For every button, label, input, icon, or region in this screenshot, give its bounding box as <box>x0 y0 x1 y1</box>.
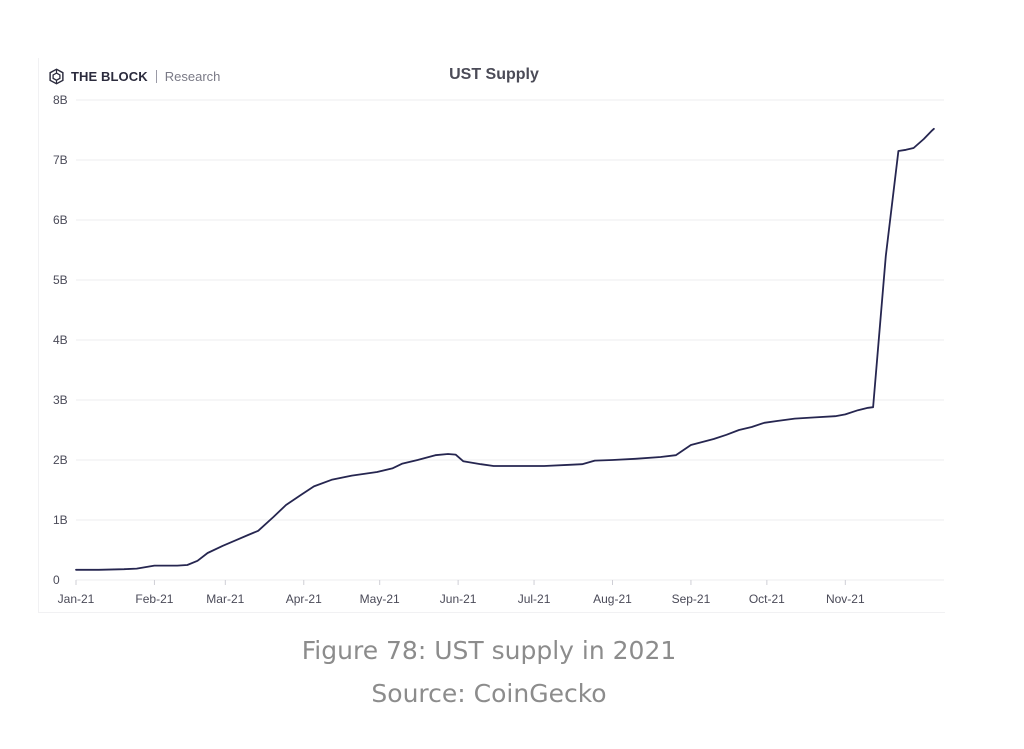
brand-subtitle: Research <box>164 69 221 84</box>
brand-divider <box>155 70 157 83</box>
x-tick-label: Jan-21 <box>58 592 95 606</box>
chart-panel: 0 1B 2B 3B 4B 5B 6B 7B 8B Jan-21 Feb-21 Mar-21 Apr-2… <box>38 58 945 613</box>
y-tick-label: 0 <box>53 573 60 587</box>
x-tick-label: May-21 <box>360 592 400 606</box>
y-tick-label: 4B <box>53 333 68 347</box>
x-tick-label: Jun-21 <box>440 592 477 606</box>
y-tick-label: 8B <box>53 93 68 107</box>
x-tick-label: Oct-21 <box>749 592 785 606</box>
x-tick-label: Jul-21 <box>518 592 551 606</box>
line-chart: 0 1B 2B 3B 4B 5B 6B 7B 8B Jan-21 Feb-21 Mar-21 Apr-2… <box>53 93 944 606</box>
x-tick-label: Nov-21 <box>826 592 865 606</box>
chart-title: UST Supply <box>449 66 539 83</box>
brand-name: THE BLOCK <box>71 69 148 84</box>
the-block-logo-icon <box>48 68 65 85</box>
x-tick-label: Mar-21 <box>206 592 244 606</box>
y-tick-label: 1B <box>53 513 68 527</box>
x-tick-label: Sep-21 <box>672 592 711 606</box>
y-tick-label: 6B <box>53 213 68 227</box>
y-tick-label: 3B <box>53 393 68 407</box>
x-tick-label: Aug-21 <box>593 592 632 606</box>
figure-caption: Figure 78: UST supply in 2021 <box>301 636 677 665</box>
series-line <box>75 127 935 571</box>
figure-source: Source: CoinGecko <box>371 679 607 708</box>
x-tick-label: Feb-21 <box>135 592 173 606</box>
y-tick-label: 5B <box>53 273 68 287</box>
y-tick-label: 2B <box>53 453 68 467</box>
brand-logo: THE BLOCK Research <box>48 68 220 85</box>
x-tick-label: Apr-21 <box>286 592 322 606</box>
y-tick-label: 7B <box>53 153 68 167</box>
